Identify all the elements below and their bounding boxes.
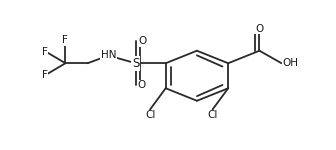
Text: O: O <box>138 36 146 46</box>
Text: OH: OH <box>283 58 299 68</box>
Text: O: O <box>137 80 145 90</box>
Text: Cl: Cl <box>207 110 218 120</box>
Text: F: F <box>42 47 47 57</box>
Text: Cl: Cl <box>145 110 155 120</box>
Text: F: F <box>42 70 47 80</box>
Text: F: F <box>62 35 68 45</box>
Text: O: O <box>255 24 263 34</box>
Text: HN: HN <box>101 50 116 60</box>
Text: S: S <box>132 57 139 70</box>
